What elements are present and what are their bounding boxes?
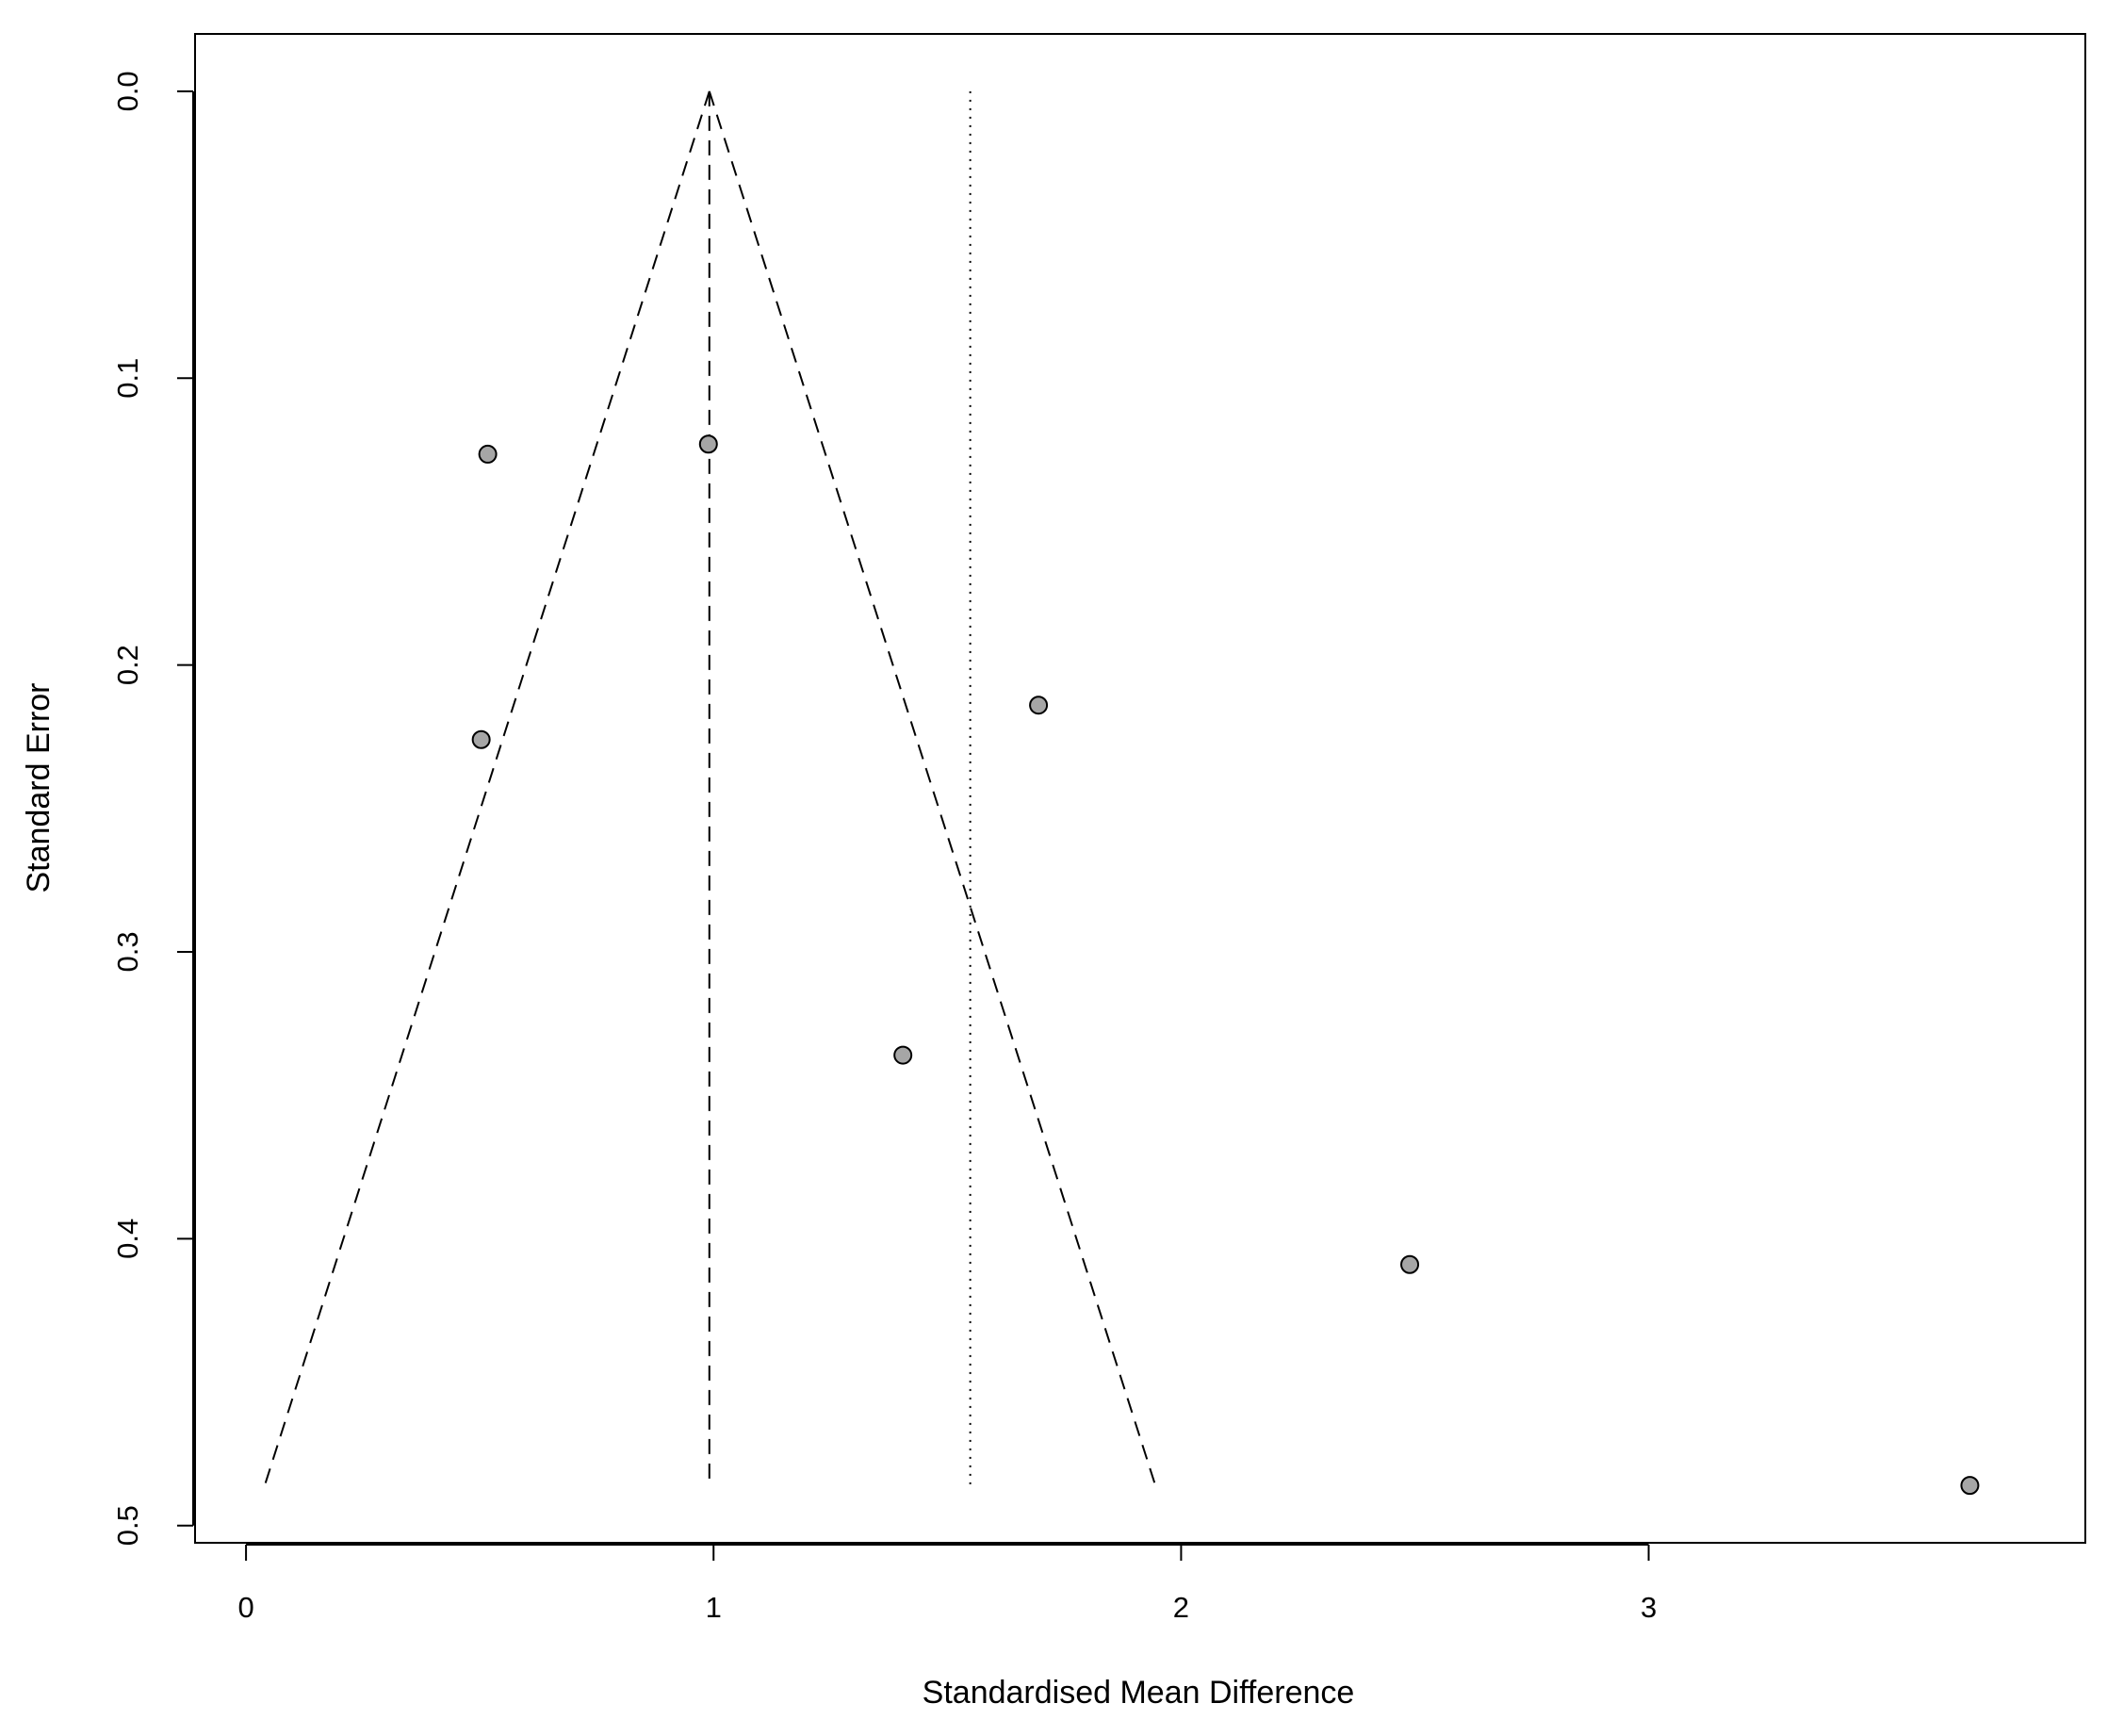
x-axis-title: Standardised Mean Difference bbox=[923, 1675, 1355, 1711]
funnel-right bbox=[708, 90, 1157, 1486]
study-point bbox=[478, 444, 498, 464]
study-point bbox=[1029, 696, 1049, 715]
x-tick-label: 2 bbox=[1173, 1591, 1189, 1624]
funnel-left bbox=[263, 90, 710, 1486]
plot-frame bbox=[194, 33, 2086, 1544]
x-tick-label: 1 bbox=[706, 1591, 722, 1624]
study-point bbox=[1960, 1476, 1980, 1496]
study-point bbox=[698, 434, 718, 454]
y-tick-label: 0.3 bbox=[111, 931, 144, 972]
y-tick-label: 0.5 bbox=[111, 1505, 144, 1546]
x-tick-label: 3 bbox=[1641, 1591, 1657, 1624]
study-point bbox=[1400, 1254, 1420, 1274]
y-tick-label: 0.1 bbox=[111, 358, 144, 399]
study-point bbox=[471, 729, 491, 749]
y-tick-label: 0.0 bbox=[111, 71, 144, 111]
study-point bbox=[893, 1045, 913, 1065]
y-tick-label: 0.2 bbox=[111, 645, 144, 685]
y-tick-label: 0.4 bbox=[111, 1219, 144, 1259]
x-tick-label: 0 bbox=[237, 1591, 253, 1624]
y-axis-title: Standard Error bbox=[21, 683, 57, 893]
